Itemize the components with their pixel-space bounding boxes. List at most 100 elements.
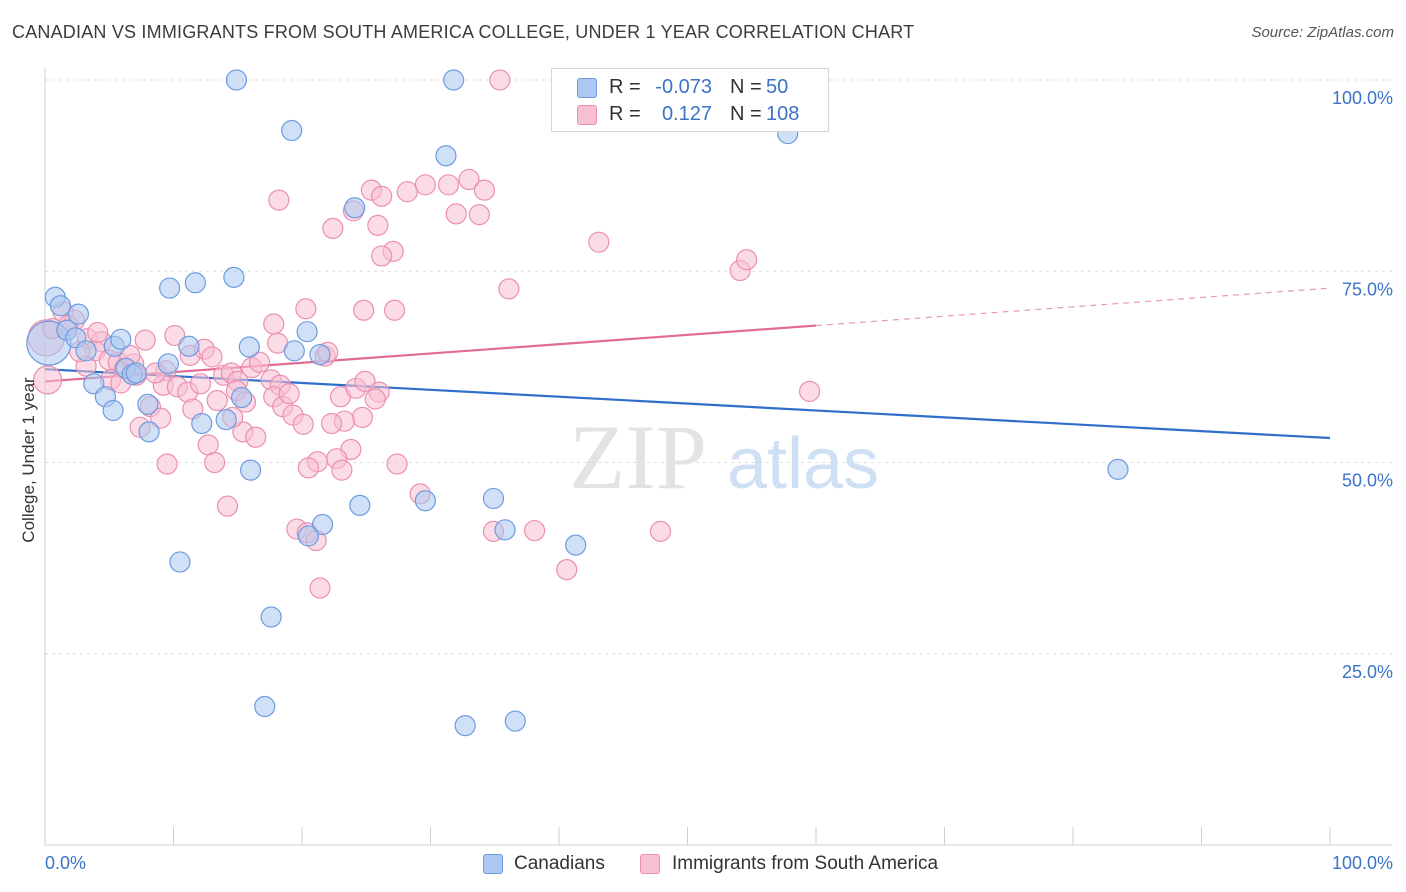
- data-point-canadians: [349, 494, 371, 516]
- data-point-canadians: [296, 321, 318, 343]
- bottom-legend-swatch-canadians: [483, 854, 503, 874]
- trend-line-extension: [815, 287, 1331, 327]
- data-point-canadians: [223, 266, 245, 288]
- data-point-immigrants: [468, 204, 490, 226]
- data-point-canadians: [311, 513, 334, 536]
- data-point-immigrants: [201, 346, 223, 368]
- data-point-canadians: [102, 399, 124, 422]
- tick-labels: 100.0% 75.0% 50.0% 25.0% 0.0% 100.0%: [45, 88, 1393, 873]
- data-point-canadians: [240, 459, 262, 481]
- legend-n-label: N =: [730, 103, 762, 125]
- data-point-canadians: [504, 710, 526, 732]
- data-point-canadians: [238, 336, 260, 358]
- chart-source: Source: ZipAtlas.com: [1251, 24, 1394, 41]
- data-point-immigrants: [445, 203, 467, 225]
- data-point-immigrants: [364, 388, 386, 410]
- data-point-immigrants: [351, 406, 373, 428]
- legend-n-value: 50: [766, 76, 789, 98]
- data-point-canadians: [215, 409, 237, 431]
- data-point-immigrants: [371, 185, 393, 207]
- data-points: [26, 69, 1129, 737]
- data-point-immigrants: [87, 321, 109, 344]
- watermark: ZIP atlas: [569, 406, 879, 508]
- data-point-immigrants: [297, 457, 320, 479]
- data-point-immigrants: [371, 245, 393, 267]
- data-point-canadians: [110, 328, 132, 350]
- data-point-immigrants: [189, 373, 212, 395]
- trend-line-canadians: [44, 368, 1331, 440]
- data-point-immigrants: [320, 412, 343, 435]
- legend-swatch-canadians: [577, 78, 597, 98]
- data-point-canadians: [254, 695, 276, 718]
- data-point-canadians: [443, 69, 465, 91]
- data-point-immigrants: [523, 519, 546, 542]
- legend-r-label: R =: [609, 76, 641, 98]
- chart-title: CANADIAN VS IMMIGRANTS FROM SOUTH AMERIC…: [12, 22, 915, 42]
- data-point-immigrants: [216, 495, 239, 517]
- data-point-canadians: [225, 69, 248, 91]
- data-point-canadians: [1107, 458, 1129, 480]
- data-point-immigrants: [263, 313, 285, 335]
- data-point-immigrants: [498, 278, 520, 300]
- data-point-immigrants: [383, 299, 406, 321]
- data-point-canadians: [565, 534, 587, 556]
- data-point-immigrants: [245, 426, 267, 448]
- data-point-immigrants: [353, 299, 375, 321]
- data-point-immigrants: [204, 451, 226, 474]
- data-point-immigrants: [295, 298, 317, 320]
- data-point-canadians: [297, 525, 320, 547]
- correlation-legend: R = -0.073 N = 50 R = 0.127 N = 108: [551, 68, 829, 132]
- data-point-canadians: [283, 340, 305, 362]
- data-point-canadians: [178, 335, 200, 357]
- data-point-canadians: [137, 393, 159, 415]
- data-point-immigrants: [278, 383, 300, 405]
- data-point-immigrants: [367, 214, 389, 236]
- legend-row-canadians: R = -0.073 N = 50: [552, 74, 828, 100]
- bottom-legend-label-immigrants: Immigrants from South America: [672, 853, 939, 874]
- data-point-canadians: [454, 715, 476, 737]
- data-point-canadians: [125, 362, 147, 384]
- data-point-immigrants: [649, 520, 672, 542]
- data-point-immigrants: [489, 69, 511, 91]
- data-point-immigrants: [386, 453, 408, 475]
- watermark-atlas: atlas: [727, 424, 879, 504]
- data-point-immigrants: [268, 189, 290, 211]
- data-point-immigrants: [206, 389, 228, 412]
- legend-swatch-immigrants: [577, 105, 597, 125]
- data-point-immigrants: [437, 174, 460, 196]
- data-point-immigrants: [150, 407, 172, 429]
- data-point-immigrants: [798, 380, 821, 402]
- legend-r-value: 0.127: [661, 103, 712, 125]
- data-point-canadians: [49, 295, 72, 317]
- data-point-immigrants: [473, 179, 496, 201]
- data-point-immigrants: [588, 231, 610, 253]
- data-point-canadians: [260, 606, 282, 628]
- axes: [44, 68, 1392, 846]
- legend-n-label: N =: [730, 76, 762, 98]
- bottom-legend-label-canadians: Canadians: [514, 853, 605, 874]
- data-point-immigrants: [32, 365, 63, 395]
- data-point-canadians: [414, 490, 436, 512]
- data-point-immigrants: [736, 249, 758, 271]
- data-point-canadians: [169, 551, 191, 573]
- x-tick-label: 100.0%: [1332, 853, 1393, 873]
- data-point-canadians: [231, 386, 253, 409]
- data-point-immigrants: [331, 459, 353, 481]
- data-point-immigrants: [396, 181, 418, 203]
- data-point-canadians: [435, 145, 457, 167]
- x-tick-label: 0.0%: [45, 853, 86, 873]
- legend-row-immigrants: R = 0.127 N = 108: [552, 101, 828, 127]
- data-point-immigrants: [156, 453, 178, 475]
- data-point-canadians: [494, 519, 516, 541]
- legend-n-value: 108: [766, 103, 800, 125]
- data-point-canadians: [191, 412, 213, 435]
- y-axis-label: College, Under 1 year: [19, 377, 38, 543]
- data-point-canadians: [75, 340, 97, 362]
- data-point-immigrants: [164, 324, 186, 347]
- bottom-legend-swatch-immigrants: [640, 854, 660, 874]
- data-point-canadians: [159, 277, 181, 299]
- data-point-canadians: [67, 303, 90, 325]
- data-point-canadians: [482, 487, 505, 510]
- data-point-canadians: [309, 344, 331, 366]
- data-point-canadians: [184, 272, 206, 294]
